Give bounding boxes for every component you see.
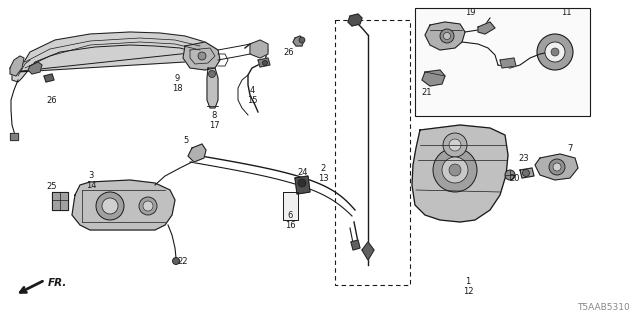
Polygon shape	[478, 22, 495, 34]
Polygon shape	[52, 192, 68, 210]
Text: 9: 9	[174, 74, 180, 83]
Polygon shape	[183, 42, 220, 70]
Circle shape	[522, 170, 529, 177]
Text: 22: 22	[178, 258, 188, 267]
Circle shape	[551, 48, 559, 56]
Circle shape	[198, 52, 206, 60]
Polygon shape	[250, 40, 268, 58]
Text: 24: 24	[298, 167, 308, 177]
Circle shape	[433, 148, 477, 192]
Text: 3: 3	[88, 171, 93, 180]
Text: 16: 16	[285, 220, 295, 229]
Text: 18: 18	[172, 84, 182, 92]
Text: 6: 6	[287, 211, 292, 220]
Text: 14: 14	[86, 180, 96, 189]
Circle shape	[139, 197, 157, 215]
Polygon shape	[412, 125, 508, 222]
Polygon shape	[207, 68, 218, 108]
Text: 1: 1	[465, 277, 470, 286]
Polygon shape	[188, 144, 206, 162]
Circle shape	[173, 258, 179, 265]
Text: T5AAB5310: T5AAB5310	[577, 303, 630, 312]
Text: 17: 17	[209, 121, 220, 130]
Polygon shape	[422, 70, 445, 86]
Polygon shape	[500, 58, 516, 68]
Polygon shape	[10, 56, 24, 76]
Polygon shape	[362, 242, 374, 260]
Polygon shape	[520, 168, 534, 178]
Polygon shape	[348, 14, 362, 26]
Circle shape	[443, 133, 467, 157]
Text: FR.: FR.	[48, 278, 67, 288]
Text: 26: 26	[284, 47, 294, 57]
Circle shape	[505, 170, 515, 180]
Circle shape	[444, 33, 451, 39]
Circle shape	[209, 70, 216, 77]
Text: 21: 21	[422, 87, 432, 97]
Text: 5: 5	[184, 135, 189, 145]
Circle shape	[299, 37, 305, 43]
Circle shape	[449, 139, 461, 151]
Circle shape	[262, 60, 268, 66]
Circle shape	[440, 29, 454, 43]
Text: 15: 15	[247, 95, 257, 105]
Polygon shape	[10, 133, 18, 140]
Circle shape	[102, 198, 118, 214]
Circle shape	[442, 157, 468, 183]
Text: 19: 19	[465, 7, 476, 17]
Polygon shape	[72, 180, 175, 230]
Polygon shape	[295, 176, 310, 194]
Circle shape	[549, 159, 565, 175]
Text: 13: 13	[317, 173, 328, 182]
Circle shape	[449, 164, 461, 176]
Circle shape	[537, 34, 573, 70]
Polygon shape	[44, 74, 54, 82]
Text: 11: 11	[561, 7, 572, 17]
Circle shape	[553, 163, 561, 171]
Text: 26: 26	[47, 95, 58, 105]
Circle shape	[96, 192, 124, 220]
Text: 25: 25	[47, 181, 57, 190]
Text: 12: 12	[463, 287, 473, 297]
Text: 20: 20	[509, 173, 520, 182]
Polygon shape	[351, 240, 360, 250]
Text: 8: 8	[211, 110, 217, 119]
Polygon shape	[293, 36, 304, 46]
Polygon shape	[12, 32, 218, 82]
Polygon shape	[535, 154, 578, 180]
Circle shape	[298, 179, 306, 187]
Circle shape	[545, 42, 565, 62]
Text: 23: 23	[518, 154, 529, 163]
Circle shape	[143, 201, 153, 211]
Polygon shape	[425, 22, 465, 50]
Text: 7: 7	[567, 143, 573, 153]
Text: 2: 2	[321, 164, 326, 172]
Polygon shape	[28, 62, 42, 74]
Polygon shape	[283, 192, 298, 220]
Text: 4: 4	[250, 85, 255, 94]
Bar	[415, 8, 590, 116]
Bar	[335, 20, 410, 285]
Polygon shape	[258, 58, 270, 67]
